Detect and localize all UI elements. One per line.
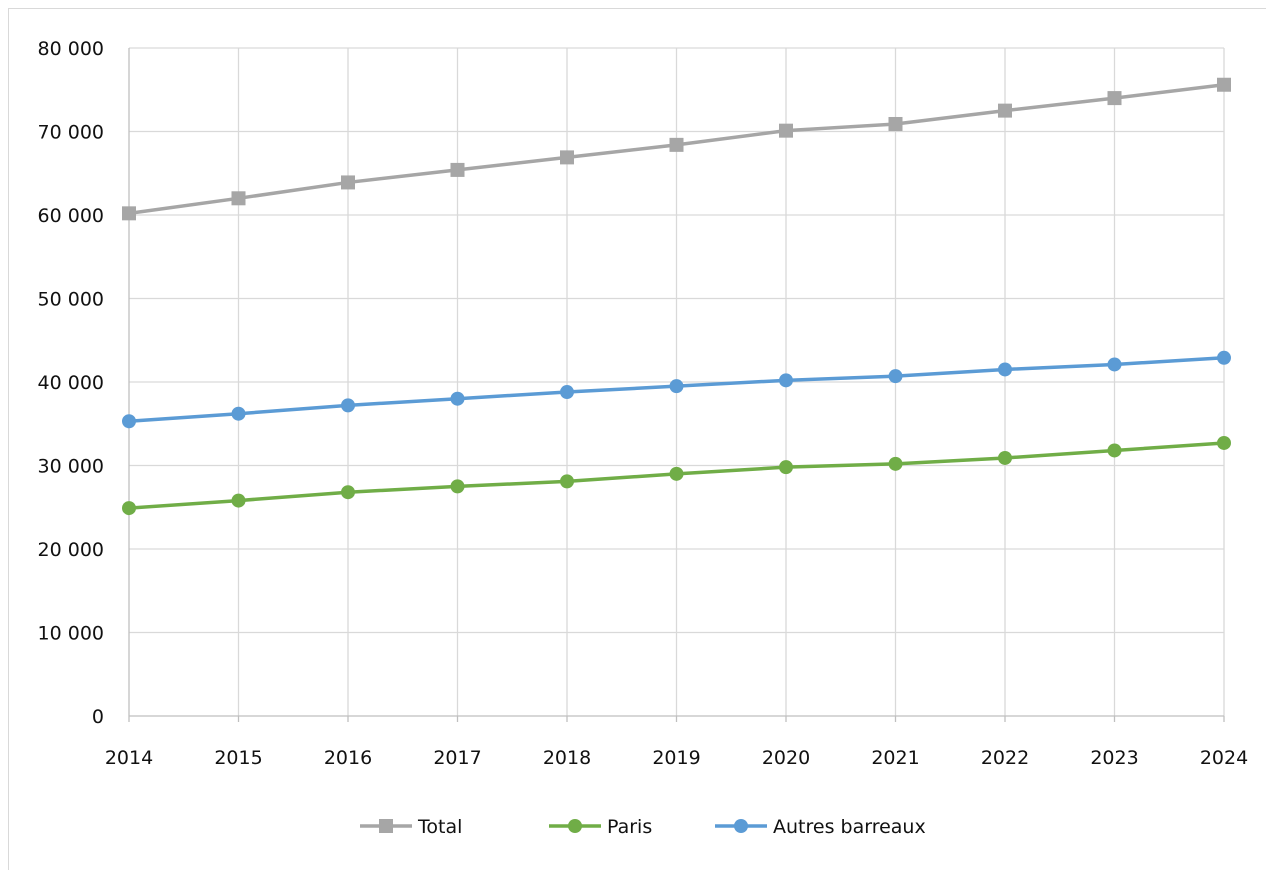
x-tick-label: 2019 bbox=[652, 747, 700, 769]
y-tick-label: 40 000 bbox=[38, 372, 104, 394]
series-group bbox=[122, 77, 1231, 516]
axes bbox=[128, 48, 1225, 722]
data-point bbox=[450, 162, 465, 177]
data-point bbox=[669, 379, 684, 394]
legend-label: Paris bbox=[607, 816, 652, 838]
y-tick-label: 80 000 bbox=[38, 38, 104, 60]
x-tick-label: 2024 bbox=[1200, 747, 1248, 769]
gridlines bbox=[129, 47, 1225, 716]
y-tick-label: 20 000 bbox=[38, 539, 104, 561]
x-tick-label: 2018 bbox=[543, 747, 591, 769]
legend: Total Paris Autres barreaux bbox=[360, 816, 926, 838]
data-point bbox=[560, 150, 574, 165]
y-tick-label: 30 000 bbox=[38, 456, 104, 478]
data-point bbox=[1107, 91, 1122, 106]
data-point bbox=[450, 479, 465, 494]
data-point bbox=[779, 460, 793, 475]
x-tick-label: 2014 bbox=[105, 747, 153, 769]
x-tick-label: 2016 bbox=[324, 747, 372, 769]
data-point bbox=[122, 501, 136, 516]
data-point bbox=[122, 414, 136, 429]
data-point bbox=[998, 362, 1012, 377]
legend-label: Autres barreaux bbox=[773, 816, 926, 838]
data-point bbox=[341, 398, 355, 413]
data-point bbox=[341, 485, 355, 500]
data-point bbox=[231, 191, 246, 206]
data-point bbox=[450, 391, 465, 406]
y-axis-ticks: 0 10 000 20 000 30 000 40 000 50 000 60 000 70 … bbox=[38, 38, 104, 728]
x-axis-ticks: 2014 2015 2016 2017 2018 2019 2020 2021 2022 2023… bbox=[105, 747, 1248, 769]
x-tick-label: 2021 bbox=[871, 747, 919, 769]
legend-marker bbox=[379, 819, 393, 833]
data-point bbox=[1107, 357, 1122, 372]
legend-item: Paris bbox=[549, 816, 652, 838]
legend-marker bbox=[734, 819, 748, 833]
data-point bbox=[560, 474, 574, 489]
series-paris bbox=[122, 435, 1231, 516]
y-tick-label: 0 bbox=[92, 706, 104, 728]
data-point bbox=[888, 456, 903, 471]
series-autres-barreaux bbox=[122, 350, 1231, 429]
x-tick-label: 2022 bbox=[981, 747, 1029, 769]
data-point bbox=[231, 493, 246, 508]
y-tick-label: 70 000 bbox=[38, 122, 104, 144]
data-point bbox=[231, 406, 246, 421]
data-point bbox=[1107, 443, 1122, 458]
data-point bbox=[1217, 350, 1231, 365]
data-point bbox=[779, 123, 793, 138]
y-tick-label: 60 000 bbox=[38, 205, 104, 227]
data-point bbox=[669, 466, 684, 481]
data-point bbox=[560, 385, 574, 400]
x-tick-label: 2015 bbox=[214, 747, 262, 769]
data-point bbox=[779, 373, 793, 388]
data-point bbox=[888, 116, 903, 131]
y-tick-label: 50 000 bbox=[38, 289, 104, 311]
data-point bbox=[998, 450, 1012, 465]
x-tick-label: 2023 bbox=[1090, 747, 1138, 769]
y-tick-label: 10 000 bbox=[38, 623, 104, 645]
data-point bbox=[1217, 435, 1231, 450]
legend-marker bbox=[568, 819, 582, 833]
x-tick-label: 2020 bbox=[762, 747, 810, 769]
legend-item: Total bbox=[360, 816, 462, 838]
data-point bbox=[669, 137, 684, 152]
data-point bbox=[998, 103, 1012, 118]
series-total bbox=[122, 77, 1231, 221]
data-point bbox=[1217, 77, 1231, 92]
data-point bbox=[122, 206, 136, 221]
data-point bbox=[888, 369, 903, 384]
x-tick-label: 2017 bbox=[433, 747, 481, 769]
legend-label: Total bbox=[417, 816, 462, 838]
legend-item: Autres barreaux bbox=[715, 816, 926, 838]
chart-frame bbox=[8, 8, 1266, 870]
data-point bbox=[341, 175, 355, 190]
